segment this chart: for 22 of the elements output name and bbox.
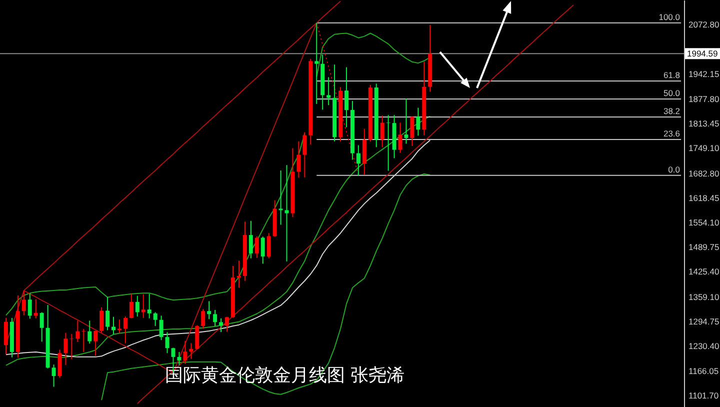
y-tick-label: 1813.45 <box>688 118 720 128</box>
y-tick-label: 1682.80 <box>688 168 720 178</box>
y-tick-label: 1877.80 <box>688 94 720 104</box>
y-tick-label: 1359.10 <box>688 292 720 302</box>
y-tick-label: 1554.10 <box>688 217 720 228</box>
y-tick-label: 1489.75 <box>688 242 720 252</box>
y-tick-label: 1618.45 <box>688 192 720 203</box>
y-tick-label: 1230.40 <box>688 341 720 352</box>
y-tick-label: 2072.80 <box>688 19 720 30</box>
series-label: 38.2 <box>663 106 680 116</box>
y-tick-label: 1942.15 <box>688 69 720 80</box>
series-label: 50.0 <box>663 88 680 98</box>
y-tick-label: 1166.05 <box>688 366 719 376</box>
series-label: 100.0 <box>658 12 680 22</box>
series-label: 61.8 <box>663 70 680 80</box>
ref-line-label: 1994.59 <box>687 48 718 59</box>
y-tick-label: 1101.70 <box>688 390 719 400</box>
y-tick-label: 1294.75 <box>688 316 720 327</box>
y-tick-label: 1749.10 <box>688 142 720 153</box>
series-label: 23.6 <box>663 128 680 138</box>
series-label: 0.0 <box>668 164 680 174</box>
y-tick-label: 1425.40 <box>688 266 720 277</box>
